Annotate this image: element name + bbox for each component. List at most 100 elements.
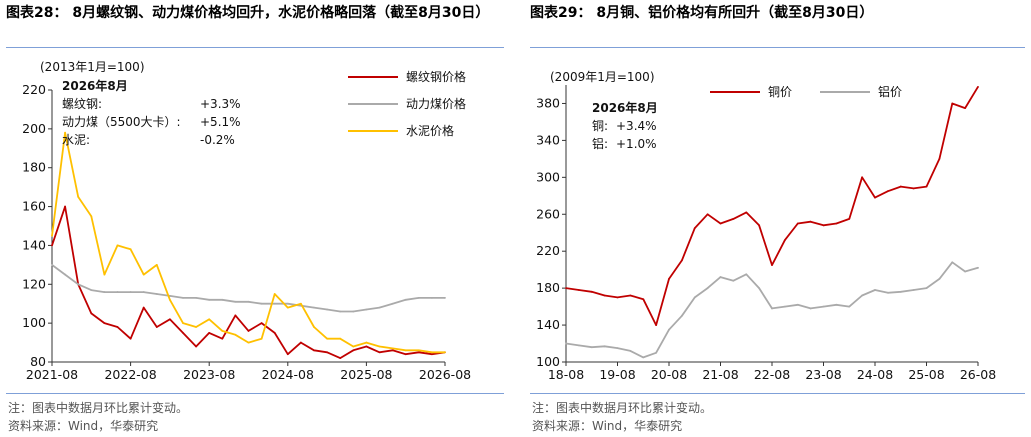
left-series-2-point: [339, 310, 342, 313]
left-series-2-point: [352, 310, 355, 313]
left-series-2-point: [90, 289, 93, 292]
right-series-1-point: [951, 102, 954, 105]
left-series-1-point: [116, 326, 119, 328]
left-series-1-point: [431, 353, 433, 356]
right-series-1-point: [925, 185, 928, 188]
right-series-1-point: [590, 290, 593, 293]
right-series-2-point: [964, 270, 967, 273]
right-series-line-2: [565, 261, 979, 359]
right-x-tick-label: 20-08: [651, 367, 687, 382]
left-series-1-point: [286, 353, 289, 356]
right-chart-title: 图表29： 8月铜、铝价格均有所回升（截至8月30日）: [530, 5, 874, 21]
right-series-1-point: [577, 289, 580, 291]
left-series-3-point: [77, 195, 80, 198]
right-series-2-point: [771, 307, 773, 310]
right-series-1-point: [964, 107, 967, 109]
left-series-2-point: [378, 306, 381, 309]
left-series-2-point: [365, 308, 368, 311]
left-series-2-point: [77, 283, 80, 286]
left-series-1-point: [247, 330, 250, 332]
right-series-1-point: [899, 185, 902, 188]
right-y-tick-label: 100: [536, 354, 560, 369]
right-series-1-point: [796, 222, 799, 225]
left-series-3-point: [404, 349, 407, 352]
left-series-2-point: [444, 296, 446, 299]
right-series-2-point: [848, 305, 851, 308]
right-series-2-point: [732, 279, 735, 282]
left-series-3-point: [352, 345, 355, 348]
right-series-2-point: [899, 290, 902, 293]
left-series-1-point: [326, 351, 328, 354]
left-series-2-point: [116, 291, 119, 293]
left-series-3-point: [90, 215, 93, 218]
left-series-1-point: [313, 349, 315, 352]
left-series-3-point: [378, 345, 381, 348]
left-series-3-point: [313, 326, 315, 328]
left-series-3-point: [391, 347, 394, 350]
left-annotation-value: -0.2%: [200, 133, 235, 147]
right-series-2-point: [758, 287, 761, 290]
right-annotation-label: 铜:: [592, 118, 608, 133]
left-y-tick-label: 100: [22, 315, 46, 330]
left-series-3-point: [142, 273, 145, 276]
right-footer-rule: [530, 393, 1025, 394]
right-series-1-point: [822, 224, 825, 227]
left-y-tick-label: 220: [22, 82, 46, 97]
right-series-1-point: [603, 294, 606, 297]
left-x-tick-label: 2021-08: [26, 367, 78, 382]
left-series-line-1: [51, 205, 446, 360]
right-series-1-point: [565, 287, 567, 290]
right-annotation-value: +3.4%: [616, 119, 657, 133]
left-series-3-point: [51, 234, 53, 237]
left-series-2-point: [155, 293, 158, 295]
right-series-2-point: [706, 287, 709, 290]
right-series-2-point: [693, 296, 696, 299]
right-series-2-point: [616, 347, 619, 350]
right-series-1-point: [693, 227, 696, 230]
left-series-1-point: [103, 322, 106, 325]
left-series-3-point: [300, 302, 302, 305]
left-y-tick-label: 140: [22, 237, 46, 252]
right-series-2-point: [590, 346, 593, 349]
left-series-1-point: [234, 314, 237, 317]
left-series-3-point: [169, 298, 171, 301]
left-series-2-point: [247, 300, 250, 303]
left-series-3-point: [221, 330, 224, 332]
right-title-rule: [530, 47, 1025, 48]
left-x-tick-label: 2026-08: [419, 367, 471, 382]
right-x-tick-label: 24-08: [857, 367, 893, 382]
left-y-tick-label: 80: [30, 354, 46, 369]
right-series-1-point: [616, 296, 619, 299]
left-series-1-point: [221, 337, 224, 340]
left-series-3-point: [339, 337, 342, 340]
left-annotation-label: 水泥:: [62, 133, 90, 147]
right-series-2-point: [874, 289, 876, 291]
right-annotation-label: 铝:: [592, 136, 608, 151]
right-series-2-point: [951, 261, 954, 264]
left-footer-rule: [6, 393, 504, 394]
left-series-2-point: [129, 291, 132, 293]
left-note: 注：图表中数据月环比累计变动。: [8, 401, 189, 415]
right-y-tick-label: 180: [536, 280, 560, 295]
left-series-2-point: [326, 308, 328, 311]
left-source: 资料来源：Wind，华泰研究: [8, 419, 159, 433]
right-series-2-point: [938, 278, 941, 280]
right-series-1-point: [655, 324, 658, 326]
left-series-3-point: [103, 273, 106, 276]
left-annotation-label: 动力煤（5500大卡）:: [62, 115, 181, 129]
right-x-tick-label: 25-08: [908, 367, 944, 382]
left-title-rule: [6, 47, 504, 48]
left-series-3-point: [273, 293, 276, 295]
left-series-2-point: [64, 273, 66, 276]
left-series-1-point: [260, 322, 263, 325]
right-series-2-point: [629, 350, 632, 352]
left-base-label: (2013年1月=100): [40, 60, 145, 74]
right-series-2-point: [861, 294, 864, 297]
left-series-1-point: [404, 353, 407, 356]
left-annotation-heading: 2026年8月: [62, 78, 128, 93]
right-series-1-point: [886, 190, 889, 193]
right-series-2-point: [809, 307, 812, 310]
left-series-1-point: [273, 331, 276, 334]
right-series-1-point: [938, 157, 941, 160]
